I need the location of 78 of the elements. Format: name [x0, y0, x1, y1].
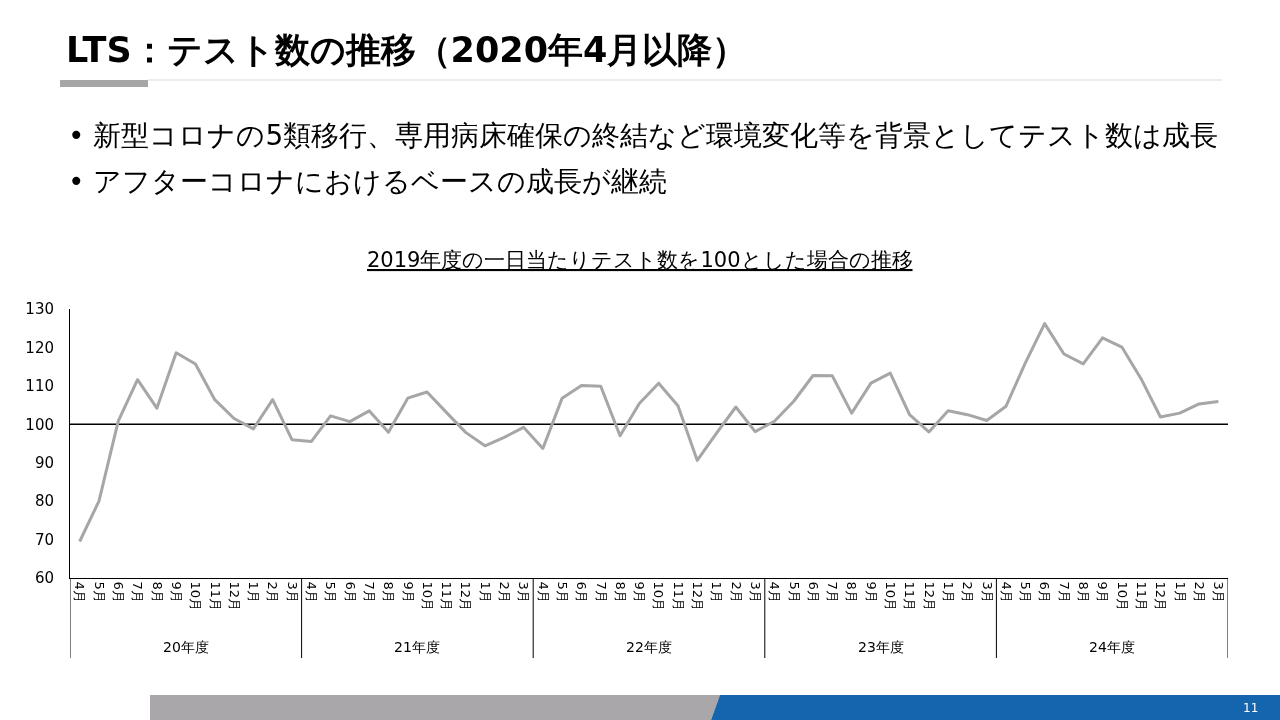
x-tick-label: 5月 [1018, 581, 1034, 603]
x-tick-label: 10月 [883, 581, 899, 612]
x-tick-label: 7月 [361, 581, 377, 603]
x-tick-label: 10月 [1114, 581, 1130, 612]
text: 24年度 [1089, 639, 1135, 655]
x-tick-label: 9月 [632, 581, 648, 603]
x-tick-label: 5月 [554, 581, 570, 603]
x-tick-label: 1月 [1172, 581, 1188, 603]
x-tick-label: 8月 [149, 581, 165, 603]
x-tick-label: 10月 [651, 581, 667, 612]
x-tick-label: 8月 [844, 581, 860, 603]
x-tick-label: 7月 [130, 581, 146, 603]
x-tick-label: 5月 [786, 581, 802, 603]
x-tick-label: 5月 [323, 581, 339, 603]
x-tick-label: 9月 [168, 581, 184, 603]
y-tick-label: 60 [34, 569, 54, 588]
x-tick-label: 6月 [111, 581, 127, 603]
x-tick-label: 8月 [381, 581, 397, 603]
x-tick-label: 4月 [72, 581, 88, 603]
x-tick-label: 7月 [1056, 581, 1072, 603]
x-tick-label: 10月 [419, 581, 435, 612]
y-tick-label: 100 [25, 415, 54, 434]
y-tick-label: 130 [25, 300, 54, 319]
x-tick-label: 2月 [265, 581, 281, 603]
x-tick-label: 7月 [825, 581, 841, 603]
chart-subtitle: • 新型コロナの5類移行、専用病床確保の終結など環境変化等を背景としてテスト数は成長 • アフターコロナにおけるベースの成長が継続 [68, 119, 1219, 198]
x-tick-label: 11月 [207, 581, 223, 612]
x-tick-label: 11月 [670, 581, 686, 612]
x-tick-label: 2月 [728, 581, 744, 603]
text: 11 [1243, 701, 1259, 715]
x-tick-label: 12月 [1153, 581, 1169, 612]
x-tick-label: 3月 [747, 581, 763, 603]
x-tick-label: 12月 [690, 581, 706, 612]
y-tick-label: 70 [34, 530, 54, 549]
text: 23年度 [858, 639, 904, 655]
x-tick-label: 4月 [304, 581, 320, 603]
text: 22年度 [626, 639, 672, 655]
y-tick-label: 80 [34, 492, 54, 511]
x-tick-label: 10月 [188, 581, 204, 612]
x-tick-label: 9月 [1095, 581, 1111, 603]
x-tick-label: 1月 [246, 581, 262, 603]
x-tick-label: 12月 [458, 581, 474, 612]
y-tick-label: 90 [34, 453, 54, 472]
line-series [78, 322, 1220, 543]
x-tick-label: 8月 [612, 581, 628, 603]
x-tick-label: 5月 [91, 581, 107, 603]
x-tick-label: 4月 [998, 581, 1014, 603]
x-tick-label: 1月 [477, 581, 493, 603]
x-tick-label: 11月 [902, 581, 918, 612]
text: 21年度 [394, 639, 440, 655]
x-tick-label: 7月 [593, 581, 609, 603]
x-tick-label: 12月 [921, 581, 937, 612]
x-tick-label: 9月 [863, 581, 879, 603]
x-tick-label: 3月 [284, 581, 300, 603]
y-tick-label: 120 [25, 338, 54, 357]
x-tick-label: 6月 [342, 581, 358, 603]
x-tick-label: 12月 [226, 581, 242, 612]
x-tick-label: 6月 [1037, 581, 1053, 603]
x-tick-label: 2月 [1191, 581, 1207, 603]
y-tick-label: 110 [25, 377, 54, 396]
x-tick-label: 6月 [574, 581, 590, 603]
x-tick-label: 2月 [960, 581, 976, 603]
x-tick-label: 11月 [1133, 581, 1149, 612]
x-tick-label: 3月 [1211, 581, 1227, 603]
chart-title: LTS：テスト数の推移（2020年4月以降） [66, 30, 748, 71]
x-tick-label: 8月 [1076, 581, 1092, 603]
x-tick-label: 11月 [439, 581, 455, 612]
x-tick-label: 6月 [805, 581, 821, 603]
text: 2019年度の一日当たりテスト数を100とした場合の推移 [367, 248, 913, 272]
x-tick-label: 2月 [497, 581, 513, 603]
x-tick-label: 1月 [940, 581, 956, 603]
x-tick-label: 9月 [400, 581, 416, 603]
text: 20年度 [163, 639, 209, 655]
x-tick-label: 3月 [516, 581, 532, 603]
x-tick-label: 4月 [535, 581, 551, 603]
x-tick-label: 4月 [767, 581, 783, 603]
x-tick-label: 1月 [709, 581, 725, 603]
x-tick-label: 3月 [979, 581, 995, 603]
